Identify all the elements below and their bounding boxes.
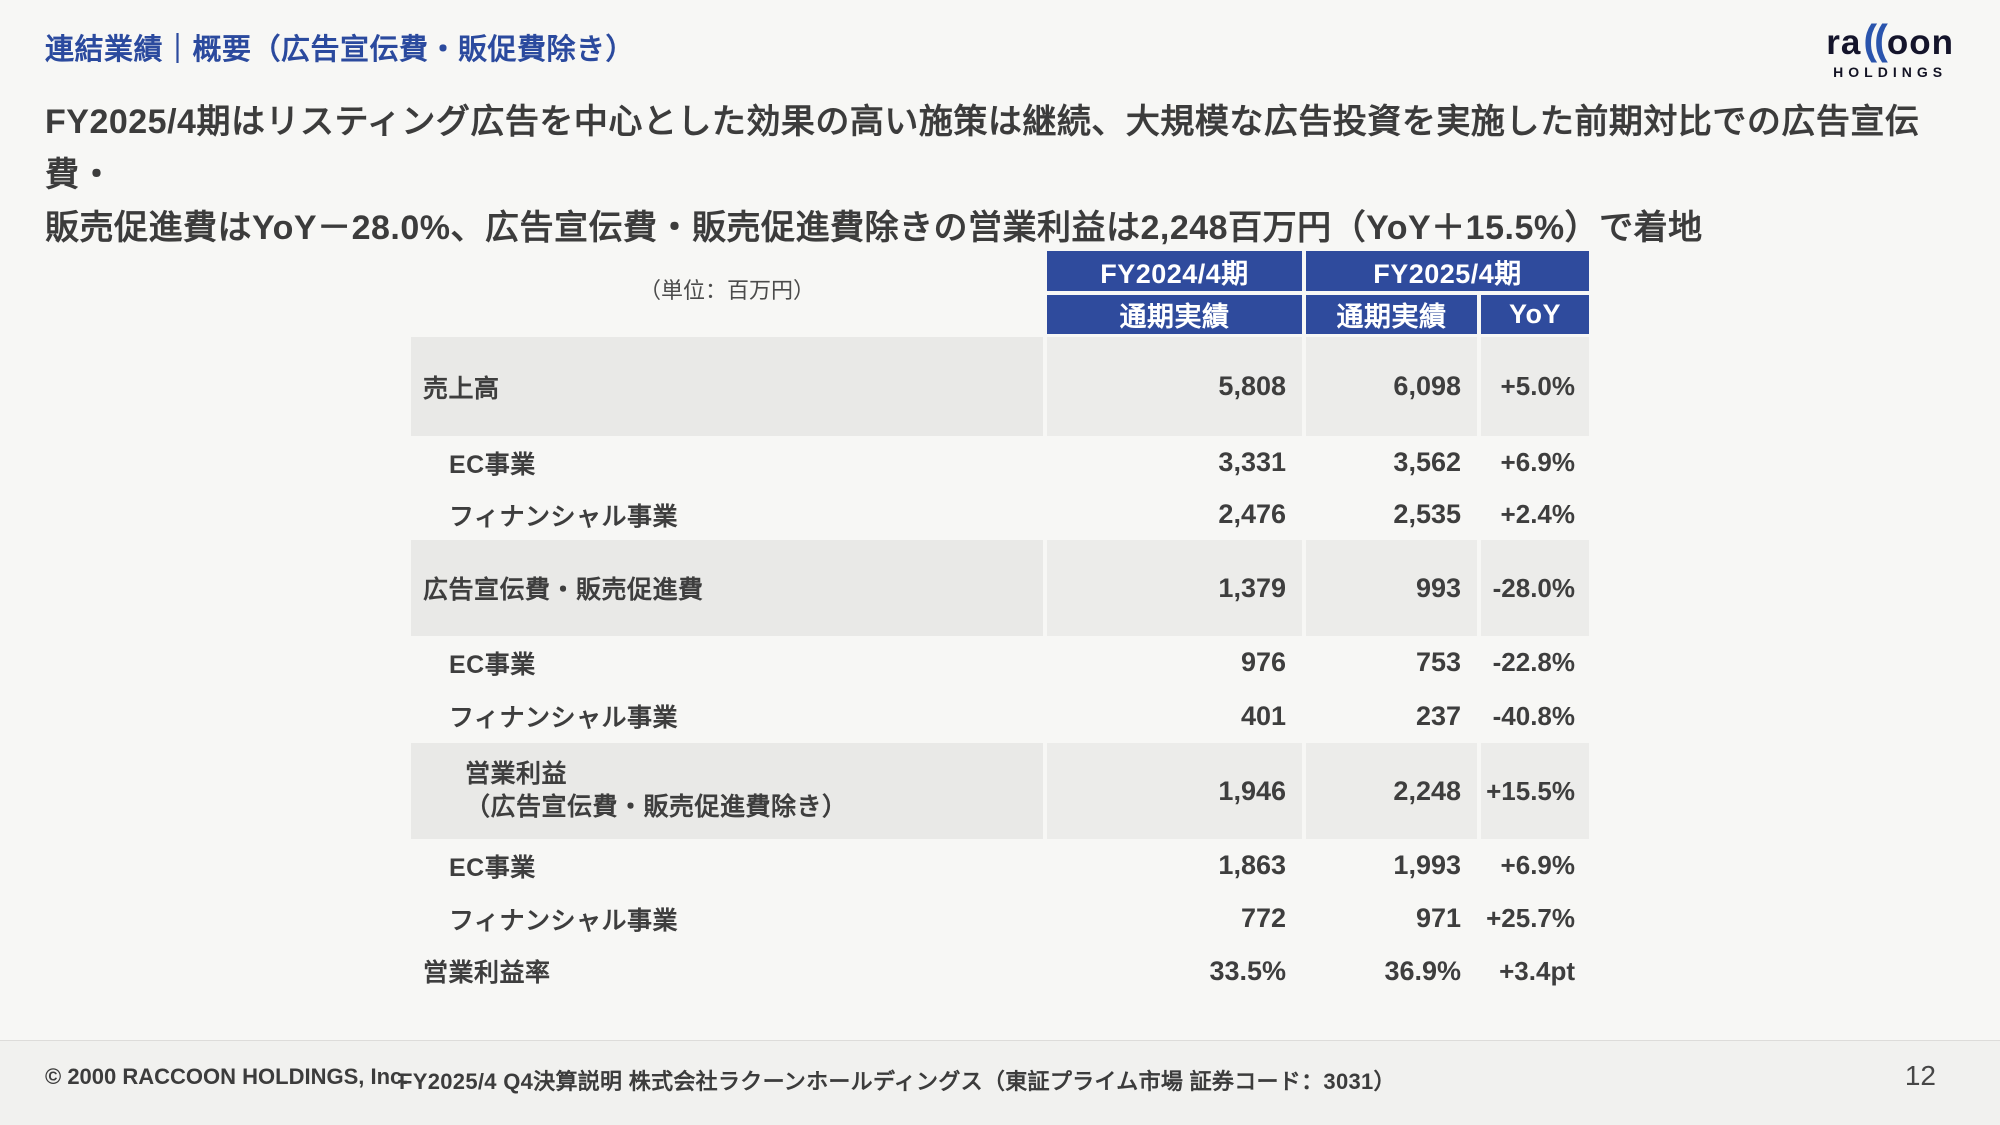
- row-label-text: フィナンシャル事業: [449, 906, 679, 935]
- row-label-text: 売上高: [423, 374, 500, 403]
- row-label: 営業利益率: [411, 945, 1043, 997]
- raccoon-holdings-logo: ra((oon HOLDINGS: [1826, 17, 1954, 81]
- cell-fy2025: 3,562: [1393, 447, 1461, 477]
- cell-fy2025: 2,535: [1393, 499, 1461, 529]
- row-label-text: 営業利益: [465, 760, 568, 788]
- cell-fy2025: 753: [1415, 647, 1461, 677]
- cell-fy2025: 36.9%: [1384, 955, 1461, 986]
- cell-yoy: -28.0%: [1481, 540, 1589, 636]
- row-label: フィナンシャル事業: [411, 892, 1043, 945]
- cell-fy2025: 993: [1306, 540, 1477, 636]
- page-title: 連結業績｜概要（広告宣伝費・販促費除き）: [45, 34, 636, 66]
- row-label-text: EC事業: [449, 853, 536, 882]
- row-label-subtext: （広告宣伝費・販売促進費除き）: [465, 793, 848, 821]
- cell-yoy: +15.5%: [1481, 743, 1589, 839]
- cell-fy2024: 1,379: [1047, 540, 1302, 636]
- headline: FY2025/4期はリスティング広告を中心とした効果の高い施策は継続、大規模な広…: [45, 96, 1965, 255]
- cell-yoy: +6.9%: [1500, 447, 1575, 477]
- cell-yoy: +6.9%: [1500, 850, 1575, 880]
- cell-yoy: -22.8%: [1492, 647, 1575, 677]
- row-label: フィナンシャル事業: [411, 689, 1043, 743]
- headline-line2: 販売促進費はYoY－28.0%、広告宣伝費・販売促進費除きの営業利益は2,248…: [45, 209, 1703, 247]
- row-label: EC事業: [411, 839, 1043, 892]
- column-header-fy2024: FY2024/4期: [1047, 251, 1302, 291]
- cell-fy2025: 971: [1415, 903, 1461, 933]
- logo-wordmark: ra((oon: [1826, 17, 1954, 63]
- row-label-text: フィナンシャル事業: [449, 704, 679, 732]
- cell-fy2024: 5,808: [1047, 337, 1302, 436]
- row-label-text: 営業利益率: [423, 959, 551, 987]
- cell-fy2024: 1,946: [1047, 743, 1302, 839]
- logo-text-left: ra: [1826, 23, 1862, 62]
- row-label: EC事業: [411, 436, 1043, 489]
- cell-fy2025: 237: [1415, 700, 1461, 731]
- cell-fy2024: 33.5%: [1209, 955, 1286, 986]
- cell-fy2025: 1,993: [1393, 850, 1461, 880]
- page-number: 12: [1904, 1060, 1936, 1091]
- cell-fy2024: 1,863: [1218, 850, 1286, 880]
- unit-label: （単位：百万円）: [638, 277, 815, 303]
- logo-holdings-label: HOLDINGS: [1833, 64, 1948, 81]
- cell-fy2024: 3,331: [1218, 447, 1286, 477]
- row-label: EC事業: [411, 636, 1043, 689]
- financial-table: （単位：百万円） FY2024/4期 FY2025/4期 通期実績 通期実績 Y…: [411, 251, 1589, 997]
- column-header-fy2025: FY2025/4期: [1306, 251, 1589, 291]
- row-label-text: フィナンシャル事業: [449, 502, 679, 531]
- cell-fy2025: 6,098: [1306, 337, 1477, 436]
- row-label: フィナンシャル事業: [411, 489, 1043, 540]
- cell-fy2024: 772: [1240, 903, 1286, 933]
- logo-crescents-icon: ((: [1863, 17, 1887, 63]
- subheader-yoy: YoY: [1481, 295, 1589, 334]
- cell-yoy: +5.0%: [1481, 337, 1589, 436]
- subheader-fy2024-actual: 通期実績: [1047, 295, 1302, 334]
- row-label-text: EC事業: [449, 650, 536, 679]
- headline-line1: FY2025/4期はリスティング広告を中心とした効果の高い施策は継続、大規模な広…: [45, 103, 1920, 194]
- logo-text-right: oon: [1886, 23, 1954, 62]
- cell-yoy: -40.8%: [1492, 700, 1575, 731]
- row-label-text: 広告宣伝費・販売促進費: [423, 576, 704, 604]
- cell-fy2024: 976: [1240, 647, 1286, 677]
- cell-fy2024: 401: [1240, 700, 1286, 731]
- row-label: 売上高: [411, 337, 1043, 436]
- footer: © 2000 RACCOON HOLDINGS, Inc. FY2025/4 Q…: [0, 1040, 2000, 1125]
- cell-fy2025: 2,248: [1306, 743, 1477, 839]
- copyright-text: © 2000 RACCOON HOLDINGS, Inc.: [45, 1064, 409, 1089]
- footer-description: FY2025/4 Q4決算説明 株式会社ラクーンホールディングス（東証プライム市…: [399, 1069, 1396, 1094]
- row-label-text: EC事業: [449, 450, 536, 479]
- row-label: 広告宣伝費・販売促進費: [411, 540, 1043, 636]
- cell-yoy: +2.4%: [1500, 499, 1575, 529]
- cell-fy2024: 2,476: [1218, 499, 1286, 529]
- cell-yoy: +25.7%: [1486, 903, 1575, 933]
- row-label: 営業利益 （広告宣伝費・販売促進費除き）: [411, 743, 1043, 839]
- cell-yoy: +3.4pt: [1499, 955, 1575, 986]
- subheader-fy2025-actual: 通期実績: [1306, 295, 1477, 334]
